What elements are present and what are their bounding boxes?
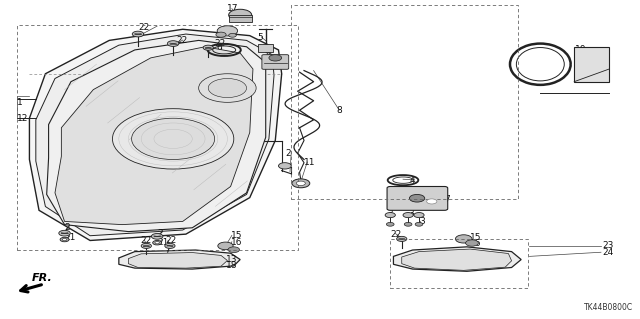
Circle shape: [198, 74, 256, 102]
Text: 22: 22: [390, 230, 401, 239]
Circle shape: [165, 243, 175, 249]
Polygon shape: [402, 249, 511, 270]
Text: 21: 21: [157, 238, 168, 247]
Circle shape: [216, 32, 226, 37]
Polygon shape: [36, 34, 274, 236]
Circle shape: [404, 222, 412, 226]
Text: 21: 21: [65, 233, 76, 242]
Text: 2: 2: [65, 223, 70, 232]
Circle shape: [155, 241, 159, 244]
Circle shape: [113, 109, 234, 169]
Text: 15: 15: [230, 231, 242, 240]
Polygon shape: [394, 247, 521, 271]
Text: 16: 16: [230, 238, 242, 247]
Circle shape: [218, 242, 233, 250]
Circle shape: [269, 55, 282, 61]
Polygon shape: [119, 250, 240, 269]
Text: 5: 5: [257, 33, 263, 42]
Circle shape: [132, 31, 144, 37]
Text: FR.: FR.: [31, 273, 52, 283]
Circle shape: [62, 238, 67, 241]
Circle shape: [141, 243, 152, 249]
Text: 16: 16: [470, 239, 481, 248]
Circle shape: [292, 179, 310, 188]
Text: 12: 12: [17, 114, 28, 123]
Text: 23: 23: [602, 241, 614, 250]
Circle shape: [410, 195, 425, 202]
Text: 20: 20: [221, 26, 232, 35]
Circle shape: [217, 26, 237, 36]
Text: 3: 3: [387, 209, 393, 218]
Circle shape: [153, 241, 162, 245]
Text: 6: 6: [266, 52, 271, 61]
Bar: [228, 15, 252, 22]
Text: 7: 7: [445, 195, 451, 204]
Circle shape: [296, 181, 305, 186]
Text: 1: 1: [17, 98, 22, 107]
Circle shape: [203, 45, 213, 50]
Text: 4: 4: [410, 176, 415, 185]
Text: 3: 3: [420, 217, 426, 226]
Circle shape: [208, 78, 246, 98]
Circle shape: [385, 212, 396, 218]
Text: 17: 17: [227, 4, 238, 13]
Text: 22: 22: [138, 23, 149, 32]
Circle shape: [152, 234, 163, 239]
Text: 18: 18: [225, 261, 237, 271]
Circle shape: [456, 235, 472, 243]
Text: 19: 19: [486, 258, 497, 267]
Circle shape: [228, 33, 236, 37]
Bar: [17, 25, 298, 250]
Text: 14: 14: [486, 252, 497, 261]
Circle shape: [415, 222, 423, 226]
Circle shape: [466, 240, 478, 246]
Circle shape: [397, 236, 407, 241]
Text: 8: 8: [336, 106, 342, 115]
Bar: [574, 47, 609, 82]
Circle shape: [132, 118, 214, 160]
Text: 13: 13: [225, 255, 237, 264]
Polygon shape: [129, 253, 227, 268]
Bar: [390, 239, 527, 288]
Circle shape: [228, 9, 252, 21]
Text: 3: 3: [408, 209, 414, 218]
FancyBboxPatch shape: [262, 55, 289, 69]
Text: 24: 24: [602, 248, 614, 257]
Circle shape: [403, 212, 413, 218]
Circle shape: [387, 222, 394, 226]
Text: 10: 10: [575, 45, 587, 55]
Polygon shape: [29, 29, 282, 241]
Circle shape: [59, 230, 70, 236]
Text: 2: 2: [157, 229, 163, 238]
Circle shape: [414, 212, 424, 218]
Circle shape: [228, 247, 239, 253]
Text: 22: 22: [166, 236, 177, 245]
Polygon shape: [47, 41, 266, 232]
Text: 22: 22: [140, 236, 151, 245]
Polygon shape: [55, 47, 253, 225]
Circle shape: [168, 41, 179, 47]
Bar: [291, 5, 518, 199]
Text: 22: 22: [214, 39, 226, 48]
FancyBboxPatch shape: [387, 187, 448, 210]
Circle shape: [60, 237, 69, 242]
Text: 11: 11: [304, 158, 316, 167]
Text: 2: 2: [285, 149, 291, 158]
Text: TK44B0800C: TK44B0800C: [584, 303, 633, 312]
Circle shape: [278, 163, 291, 169]
Circle shape: [427, 199, 437, 204]
Text: 22: 22: [176, 36, 188, 45]
Text: 15: 15: [470, 233, 481, 242]
Bar: [258, 44, 273, 51]
Text: 9: 9: [216, 45, 222, 55]
